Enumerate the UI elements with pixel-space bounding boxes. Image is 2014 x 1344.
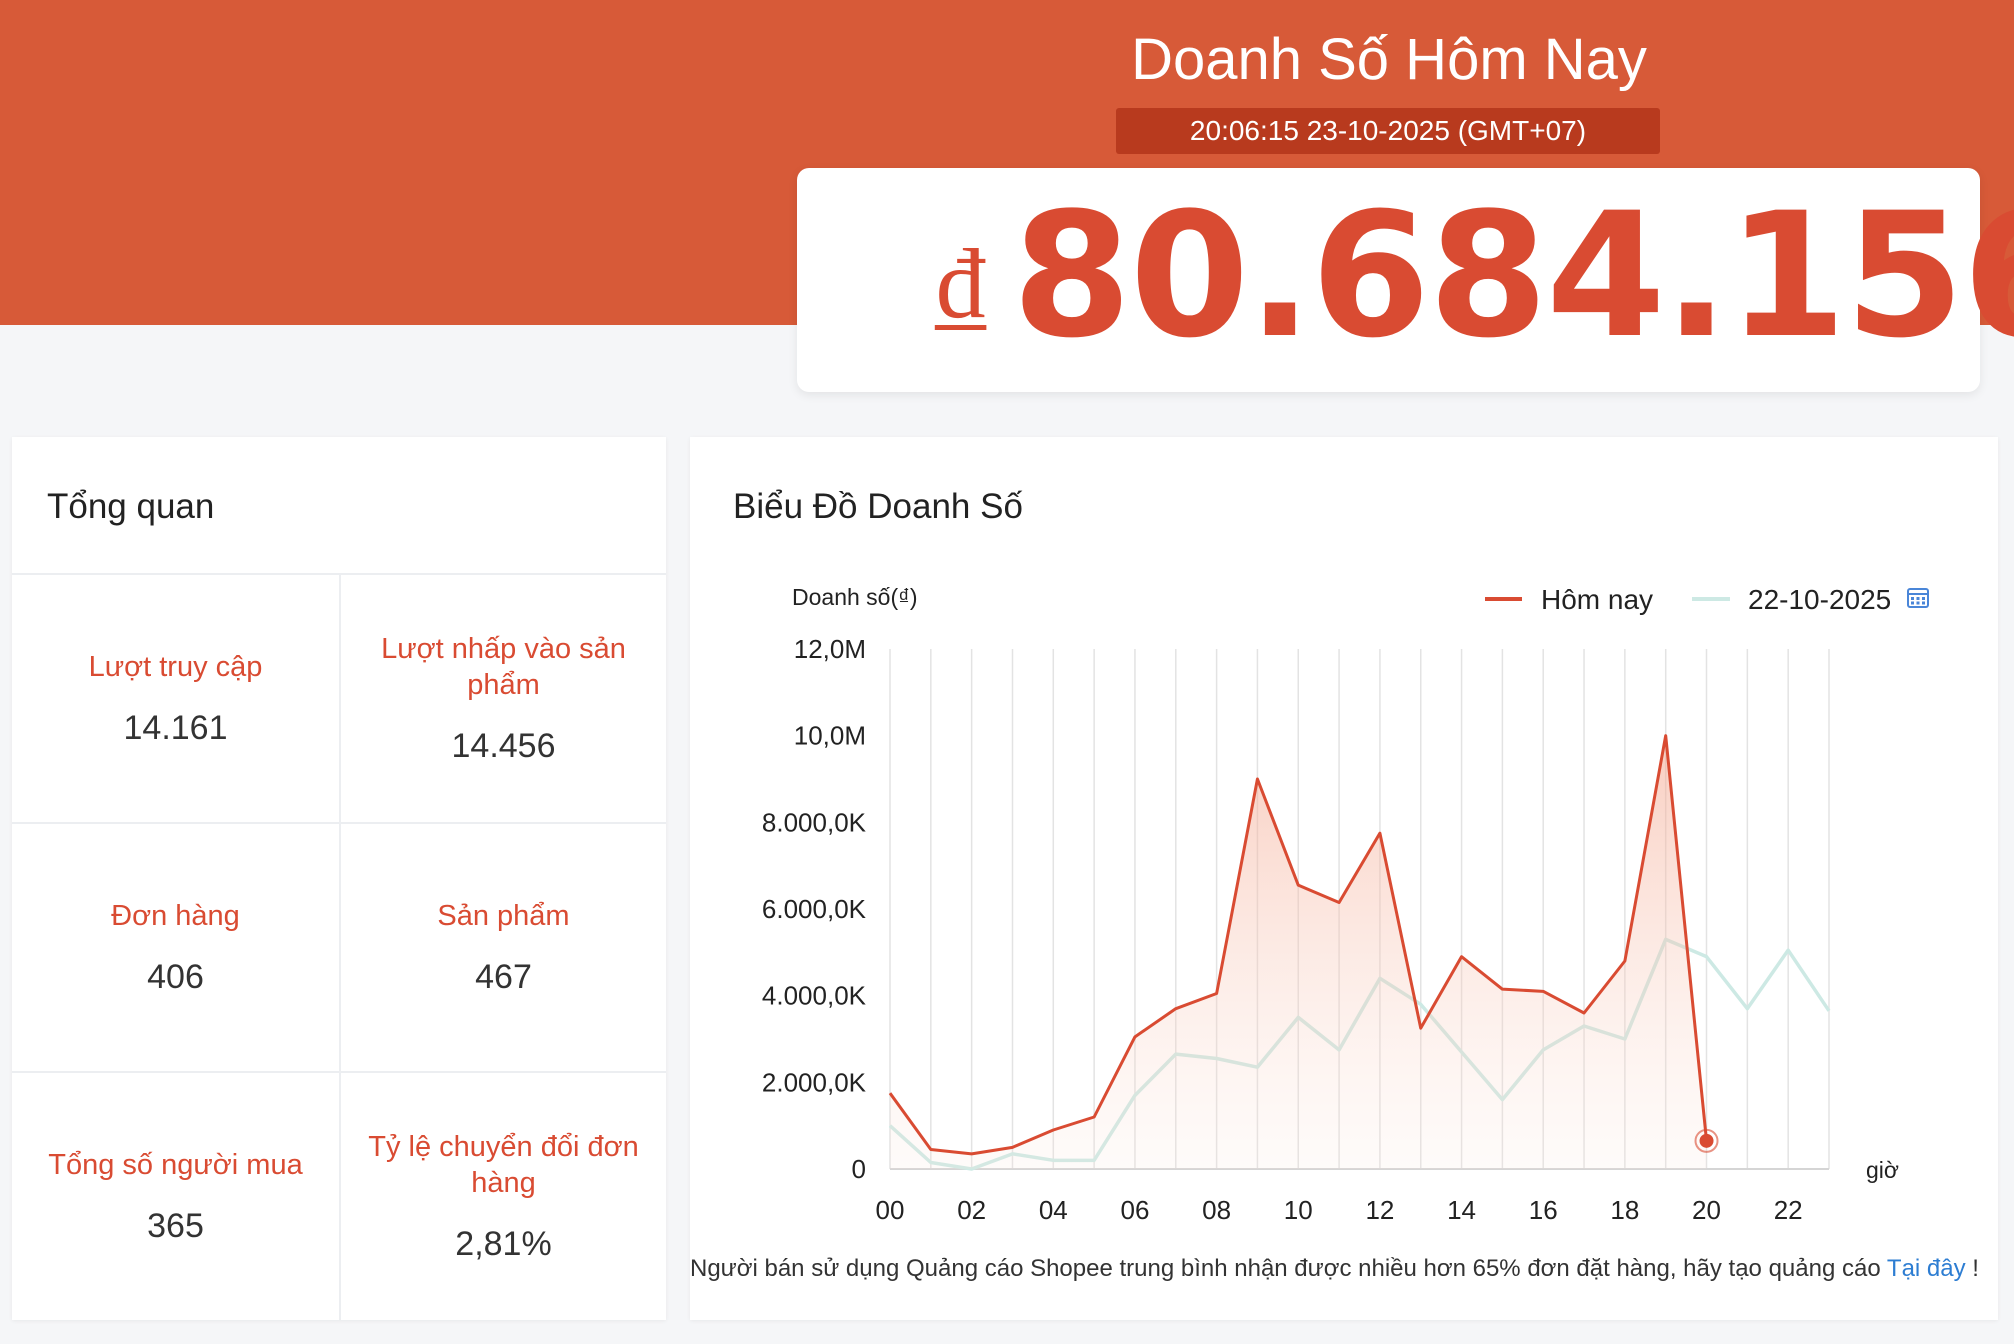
metric-product-clicks: Lượt nhấp vào sản phẩm 14.456 (339, 573, 666, 822)
series-line-1 (888, 734, 1709, 1156)
metric-value: 406 (147, 958, 204, 996)
metric-value: 467 (475, 958, 532, 996)
x-tick-label: 16 (1529, 1195, 1558, 1225)
series-area-1 (890, 735, 1707, 1169)
x-tick-label: 12 (1365, 1195, 1394, 1225)
create-ad-link[interactable]: Tại đây (1886, 1255, 1966, 1282)
overview-panel: Tổng quan Lượt truy cập 14.161 Lượt nhấp… (12, 437, 666, 1320)
current-point-halo (1694, 1128, 1719, 1153)
metric-conversion-rate: Tỷ lệ chuyển đổi đơn hàng 2,81% (339, 1071, 666, 1320)
timestamp-badge: 20:06:15 23-10-2025 (GMT+07) (1116, 108, 1660, 154)
metric-label: Lượt truy cập (88, 651, 263, 683)
y-axis-label: Doanh số(₫) (792, 584, 918, 610)
metric-label: Đơn hàng (111, 900, 240, 932)
y-tick-label: 8.000,0K (762, 807, 867, 837)
total-sales-value: 80.684.156 (1012, 175, 2014, 376)
metric-visits: Lượt truy cập 14.161 (12, 573, 339, 822)
metric-orders: Đơn hàng 406 (12, 822, 339, 1071)
total-sales-card (797, 168, 1980, 392)
y-tick-label: 10,0M (794, 721, 866, 751)
calendar-icon[interactable] (1907, 588, 1929, 608)
legend-label-2: 22-10-2025 (1748, 584, 1891, 615)
x-tick-label: 06 (1120, 1195, 1149, 1225)
overview-metrics-grid: Lượt truy cập 14.161 Lượt nhấp vào sản p… (12, 573, 666, 1320)
metric-label: Lượt nhấp vào sản phẩm (381, 633, 626, 701)
metric-label: Tỷ lệ chuyển đổi đơn hàng (368, 1131, 639, 1199)
current-point-marker (1699, 1133, 1714, 1148)
ads-promo-end: ! (1965, 1255, 1979, 1282)
metric-value: 365 (147, 1207, 204, 1245)
metric-label: Tổng số người mua (48, 1149, 303, 1181)
x-tick-label: 02 (957, 1195, 986, 1225)
metric-value: 2,81% (455, 1225, 552, 1263)
x-tick-label: 10 (1284, 1195, 1313, 1225)
calendar-dot (1922, 597, 1925, 600)
sales-line-chart: 0 2.000,0K 4.000,0K 6.000,0K 8.000,0K 10,0M 12… (762, 584, 1929, 1225)
overview-title: Tổng quan (47, 487, 215, 526)
ads-promo-text: Người bán sử dụng Quảng cáo Shopee trung… (690, 1255, 1887, 1282)
calendar-dot (1911, 597, 1914, 600)
metric-buyers: Tổng số người mua 365 (12, 1071, 339, 1320)
x-tick-label: 04 (1039, 1195, 1068, 1225)
calendar-dot (1922, 601, 1925, 605)
x-axis-label: giờ (1866, 1157, 1899, 1183)
x-tick-label: 22 (1774, 1195, 1803, 1225)
y-tick-label: 4.000,0K (762, 981, 867, 1011)
metric-value: 14.161 (123, 709, 228, 747)
x-tick-label: 20 (1692, 1195, 1721, 1225)
calendar-dot (1911, 601, 1914, 605)
x-tick-label: 14 (1447, 1195, 1476, 1225)
chart-title: Biểu Đồ Doanh Số (733, 487, 1023, 526)
calendar-dot (1916, 597, 1920, 600)
ads-promo-note: Người bán sử dụng Quảng cáo Shopee trung… (690, 1255, 1979, 1283)
y-tick-label: 2.000,0K (762, 1067, 867, 1097)
metric-value: 14.456 (451, 727, 556, 765)
sales-chart-panel: Biểu Đồ Doanh Số 0 2.000,0K 4.000,0K 6.000,… (690, 437, 1998, 1320)
calendar-dot (1916, 601, 1920, 605)
page-title: Doanh Số Hôm Nay (1131, 27, 1647, 92)
legend-label-1: Hôm nay (1541, 584, 1653, 615)
metric-label: Sản phẩm (437, 900, 570, 932)
x-tick-label: 08 (1202, 1195, 1231, 1225)
y-tick-label: 6.000,0K (762, 894, 867, 924)
currency-symbol: ₫ (935, 228, 987, 339)
y-tick-label: 0 (852, 1154, 866, 1184)
x-tick-label: 00 (876, 1195, 905, 1225)
x-tick-label: 18 (1610, 1195, 1639, 1225)
calendar-frame (1907, 588, 1929, 608)
y-tick-label: 12,0M (794, 634, 866, 664)
metric-products: Sản phẩm 467 (339, 822, 666, 1071)
